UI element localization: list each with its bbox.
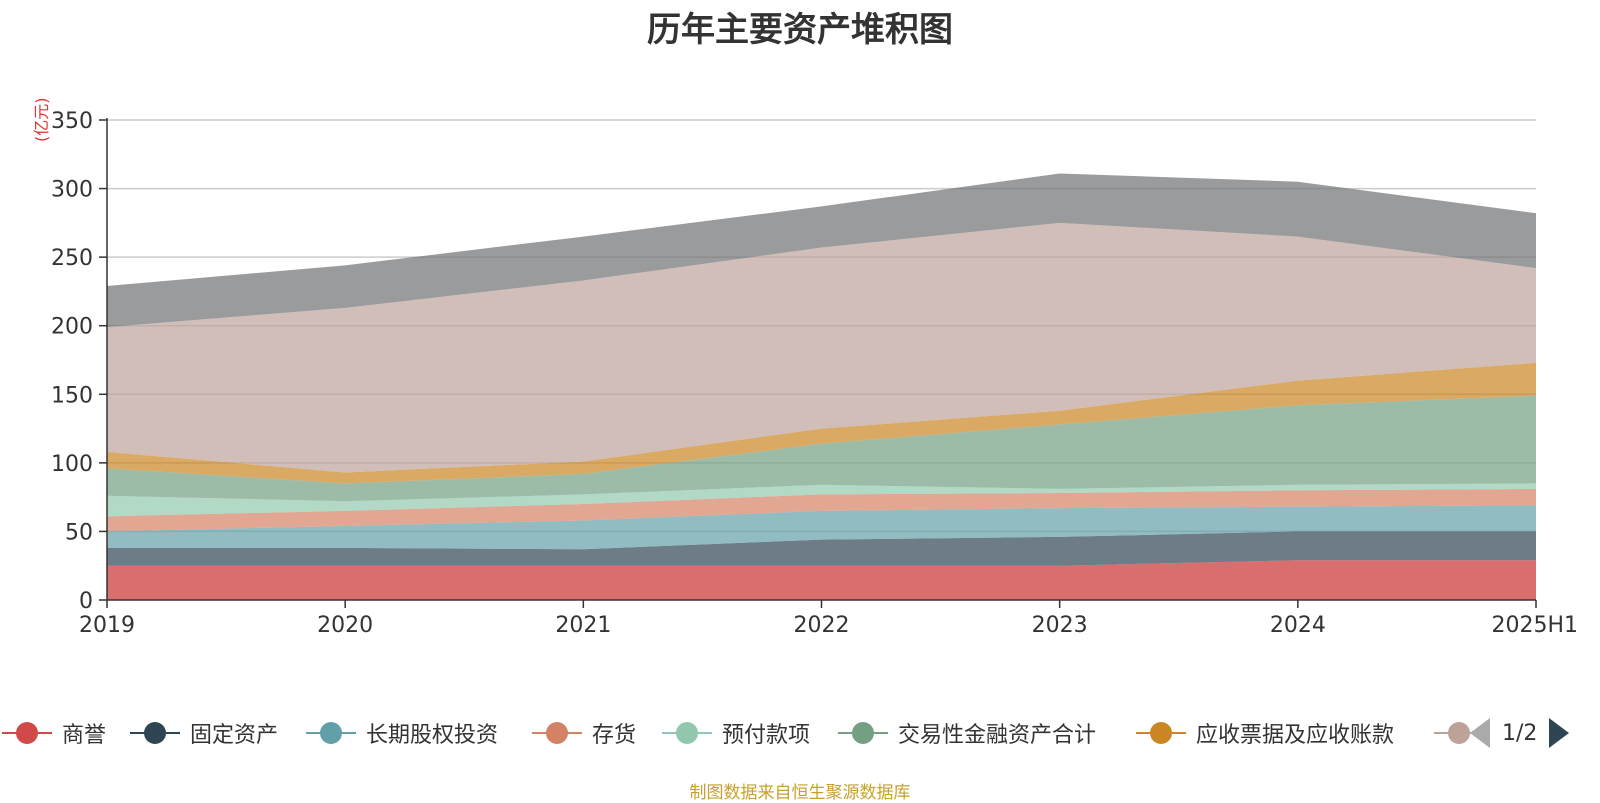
- legend-marker-icon: [1136, 718, 1186, 748]
- legend-label: 应收票据及应收账款: [1196, 723, 1395, 748]
- area-series-2: [107, 531, 1536, 566]
- y-axis-ticks: 0 50 100 150 200 250 300 350: [51, 109, 107, 614]
- legend-marker-icon: [532, 718, 582, 748]
- area-series-1: [107, 560, 1536, 600]
- legend-item[interactable]: 固定资产: [130, 718, 278, 748]
- legend-pager: 1/2: [1470, 718, 1570, 748]
- legend-marker-icon: [662, 718, 712, 748]
- y-tick-label: 200: [51, 315, 93, 340]
- x-tick-label: 2019: [79, 613, 135, 638]
- area-series-3: [107, 505, 1536, 550]
- chevron-right-icon[interactable]: [1549, 718, 1570, 748]
- legend: 商誉 固定资产 长期股权投资 存货 预付款项 交易性金融资产合计 应收票据及应收账款: [0, 718, 1600, 748]
- x-tick-label: 2024: [1270, 613, 1326, 638]
- legend-marker-icon: [130, 718, 180, 748]
- y-tick-label: 250: [51, 246, 93, 271]
- area-series: [107, 173, 1536, 600]
- legend-label: 长期股权投资: [366, 723, 499, 748]
- legend-item[interactable]: [1434, 718, 1484, 748]
- y-tick-label: 300: [51, 178, 93, 203]
- y-tick-label: 100: [51, 452, 93, 477]
- legend-label: 存货: [592, 723, 637, 748]
- legend-page-indicator: 1/2: [1502, 720, 1538, 746]
- area-series-9: [107, 173, 1536, 328]
- chart-title: 历年主要资产堆积图: [647, 10, 953, 50]
- legend-item[interactable]: 存货: [532, 718, 636, 748]
- x-tick-label: 2020: [317, 613, 373, 638]
- legend-label: 预付款项: [722, 723, 811, 748]
- legend-marker-icon: [2, 718, 52, 748]
- area-series-7: [107, 362, 1536, 484]
- legend-label: 交易性金融资产合计: [898, 723, 1097, 748]
- x-tick-label: 2023: [1032, 613, 1088, 638]
- legend-marker-icon: [306, 718, 356, 748]
- x-tick-label: 2021: [555, 613, 611, 638]
- legend-label: 商誉: [62, 723, 107, 748]
- legend-label: 固定资产: [190, 723, 279, 748]
- x-tick-label: 2022: [794, 613, 850, 638]
- legend-item[interactable]: 应收票据及应收账款: [1136, 718, 1394, 748]
- x-axis-ticks: 2019 2020 2021 2022 2023 2024 2025H1: [79, 600, 1578, 638]
- data-source-note: 制图数据来自恒生聚源数据库: [689, 783, 911, 803]
- y-tick-label: 0: [79, 589, 93, 614]
- y-tick-label: 350: [51, 109, 93, 134]
- legend-item[interactable]: 商誉: [2, 718, 106, 748]
- legend-item[interactable]: 长期股权投资: [306, 718, 498, 748]
- area-series-6: [107, 395, 1536, 502]
- area-series-8: [107, 222, 1536, 473]
- area-series-5: [107, 483, 1536, 517]
- legend-item[interactable]: 交易性金融资产合计: [838, 718, 1096, 748]
- chevron-left-icon[interactable]: [1470, 718, 1490, 748]
- area-series-4: [107, 488, 1536, 532]
- x-tick-label: 2025H1: [1491, 613, 1578, 638]
- y-tick-label: 150: [51, 383, 93, 408]
- legend-marker-icon: [1434, 718, 1484, 748]
- legend-item[interactable]: 预付款项: [662, 718, 810, 748]
- y-tick-label: 50: [65, 520, 93, 545]
- legend-marker-icon: [838, 718, 888, 748]
